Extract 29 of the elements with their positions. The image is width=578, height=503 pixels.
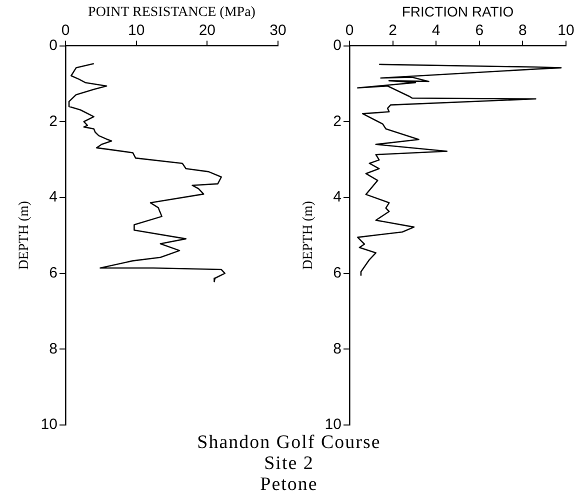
y-tick-label: 4 — [49, 188, 58, 206]
y-tick-label: 0 — [49, 36, 58, 54]
text: Site 2 — [263, 453, 315, 474]
x-tick-label: 20 — [198, 22, 216, 39]
y-axis-title: DEPTH (m) — [17, 200, 32, 270]
x-tick-label: 10 — [558, 22, 574, 39]
text: Petone — [259, 474, 319, 495]
y-tick-label: 10 — [40, 416, 58, 434]
y-tick-label: 4 — [333, 188, 342, 206]
x-axis-title: FRICTION RATIO — [402, 3, 514, 20]
text: Shandon Golf Course — [196, 432, 382, 453]
x-tick-label: 10 — [128, 22, 145, 39]
y-tick-label: 8 — [49, 340, 58, 358]
y-tick-label: 2 — [333, 112, 342, 130]
y-tick-label: 0 — [333, 36, 342, 54]
y-tick-label: 6 — [333, 264, 342, 282]
x-tick-label: 8 — [518, 22, 527, 39]
x-tick-label: 6 — [475, 22, 484, 39]
x-tick-label: 30 — [270, 22, 286, 39]
y-tick-label: 8 — [333, 340, 342, 358]
x-axis-title: POINT RESISTANCE (MPa) — [88, 5, 256, 20]
x-tick-label: 0 — [61, 22, 70, 39]
x-tick-label: 2 — [388, 22, 397, 39]
x-tick-label: 0 — [345, 22, 354, 39]
y-tick-label: 10 — [324, 416, 342, 434]
x-tick-label: 4 — [432, 22, 440, 39]
y-tick-label: 2 — [49, 112, 58, 130]
y-axis-title: DEPTH (m) — [301, 200, 316, 270]
y-tick-label: 6 — [49, 264, 58, 282]
